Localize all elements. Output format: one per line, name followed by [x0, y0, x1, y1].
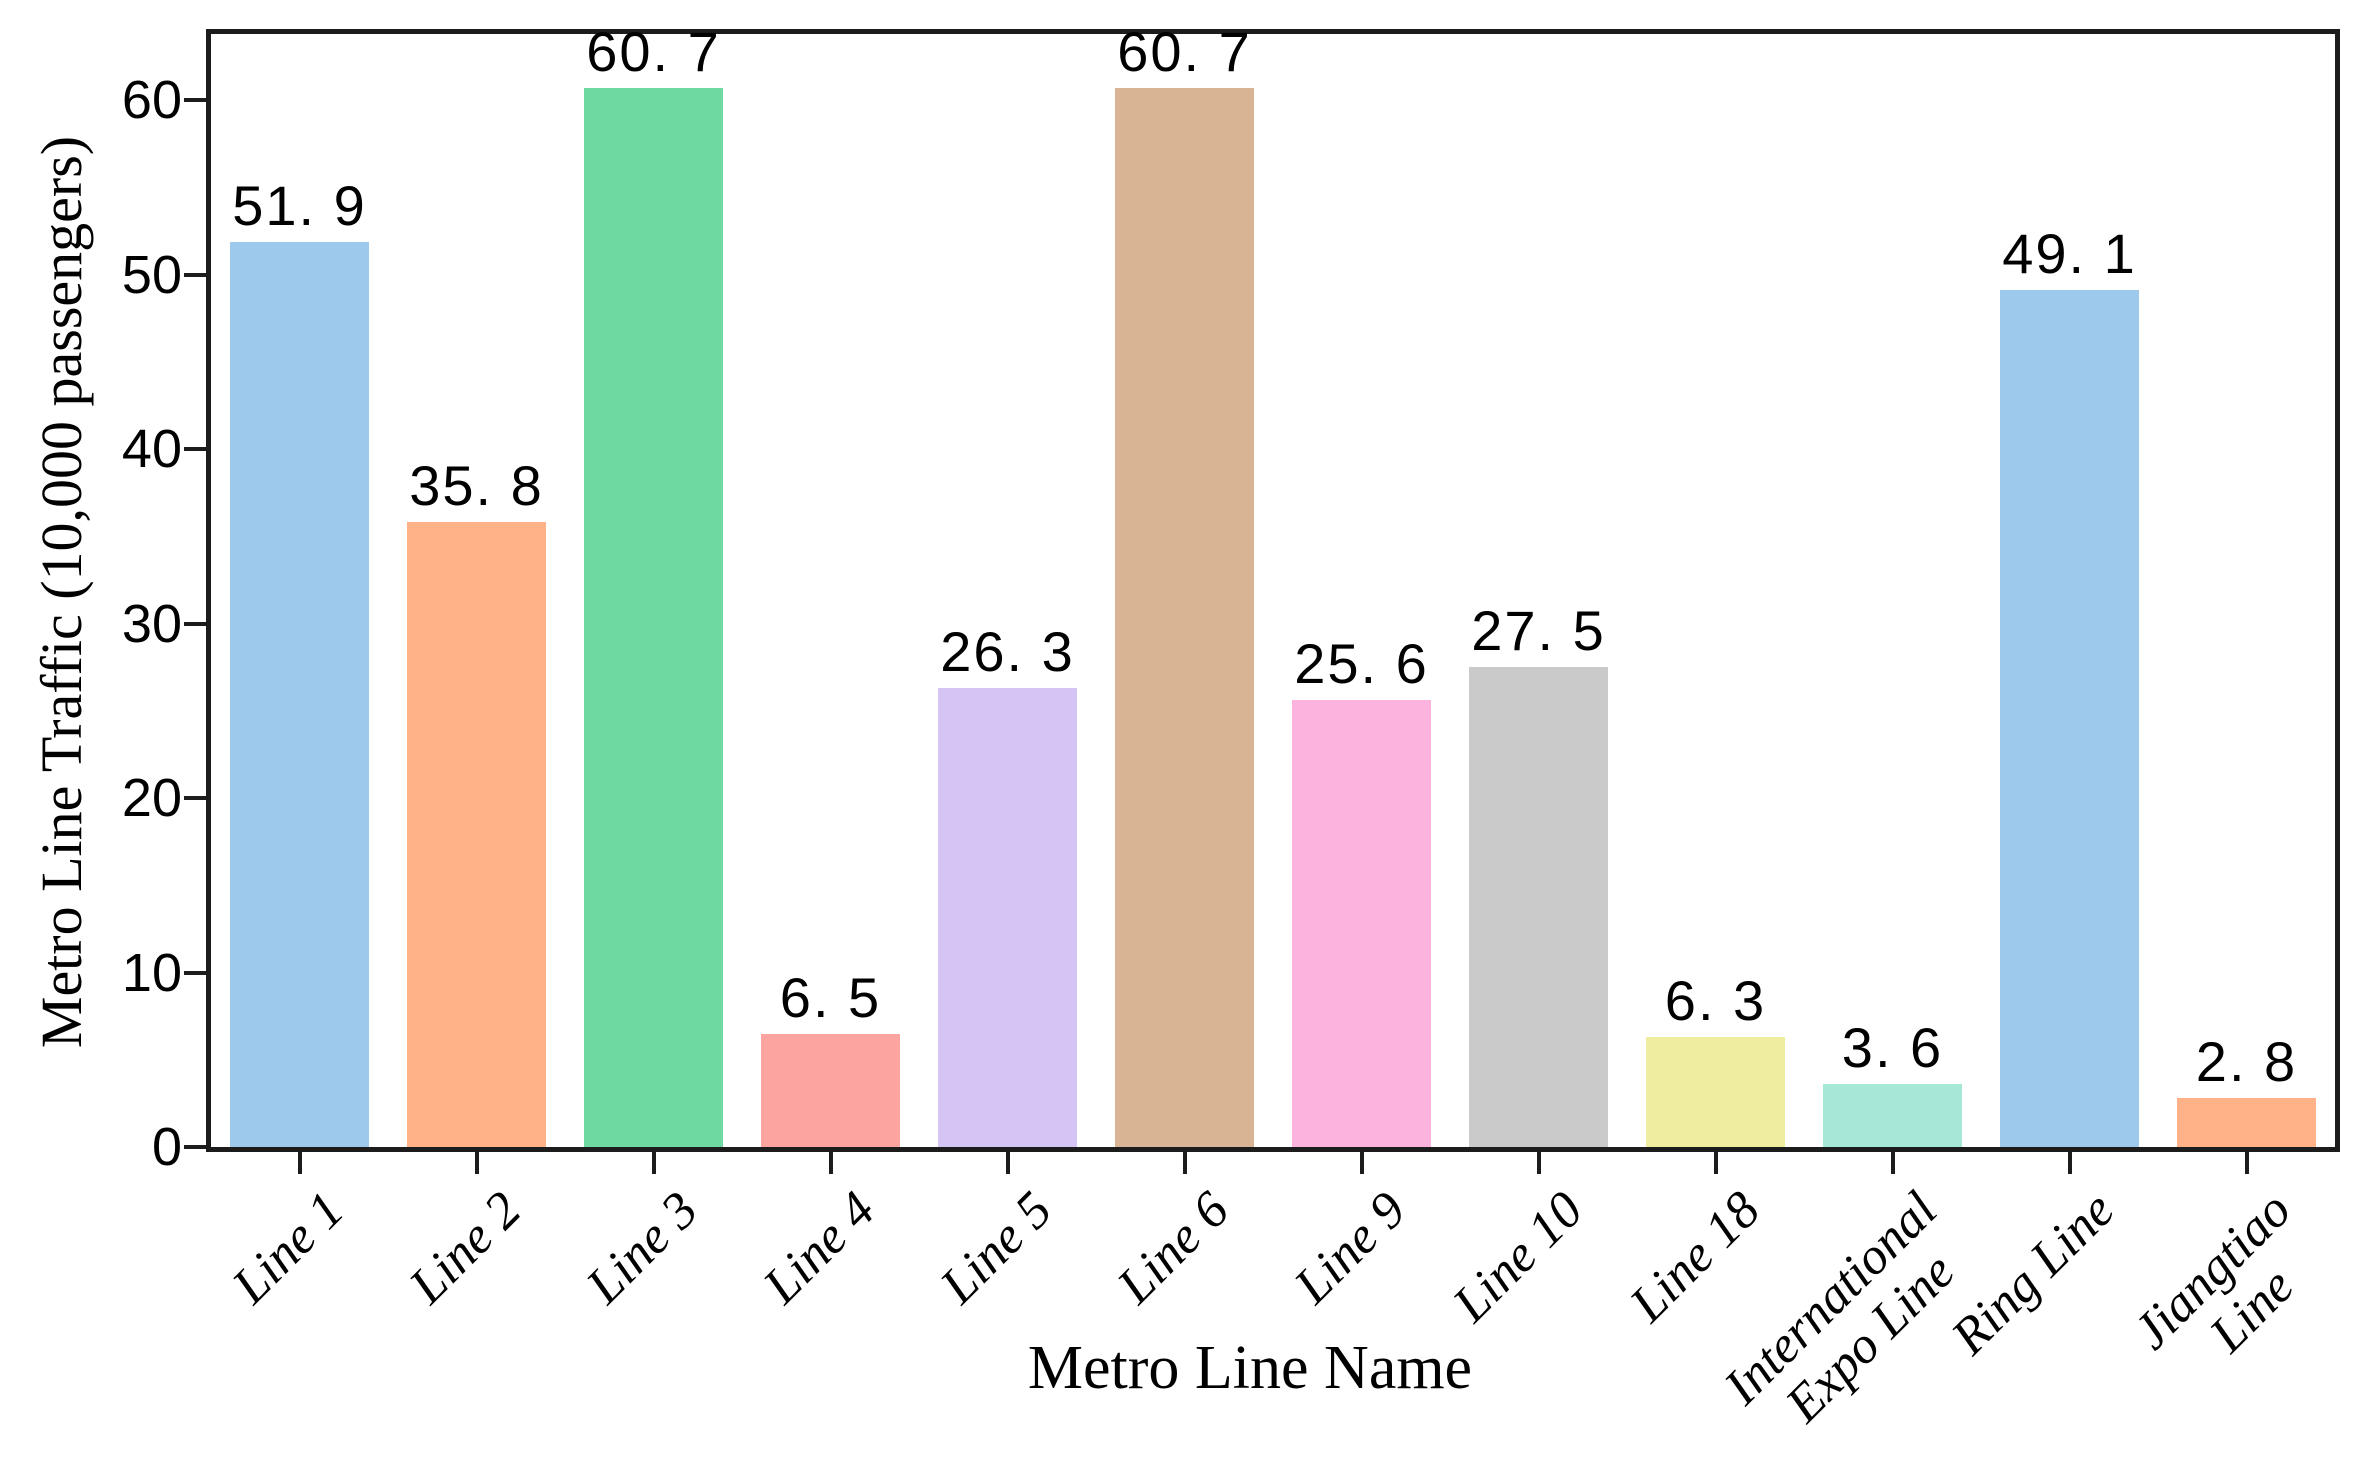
x-tick-label: Line 2: [398, 1181, 533, 1315]
x-tick: [2067, 1152, 2072, 1174]
y-tick-label: 40: [121, 419, 182, 480]
x-tick: [1713, 1152, 1718, 1174]
y-tick-label: 30: [121, 593, 182, 654]
y-tick: [184, 98, 206, 103]
y-tick: [184, 796, 206, 801]
x-tick-label: Line 1: [221, 1181, 356, 1315]
x-tick-label: Line 3: [575, 1181, 710, 1315]
x-tick: [1182, 1152, 1187, 1174]
bar-value-label: 35. 8: [409, 454, 544, 518]
bar-value-label: 25. 6: [1294, 632, 1429, 696]
y-tick-label: 10: [121, 942, 182, 1003]
x-tick-label: Line 4: [752, 1181, 887, 1315]
bar-value-label: 49. 1: [2002, 222, 2137, 286]
x-tick-label: Line 18: [1619, 1181, 1772, 1333]
bar: [583, 88, 724, 1147]
y-tick-label: 20: [121, 768, 182, 829]
bar: [1822, 1084, 1963, 1147]
bar-value-label: 6. 5: [779, 965, 882, 1029]
bar-value-label: 2. 8: [2195, 1030, 2298, 1094]
x-tick-label: Line 6: [1106, 1181, 1241, 1315]
plot-area: 51. 9 35. 8 60. 7 6. 5 26. 3 60. 7 25. 6 27. 5 6…: [206, 20, 2340, 1152]
y-tick: [184, 447, 206, 452]
bar: [1645, 1037, 1786, 1147]
bar: [1468, 667, 1609, 1147]
y-tick: [184, 1145, 206, 1149]
y-tick: [184, 970, 206, 975]
bar-value-label: 26. 3: [940, 620, 1075, 684]
x-tick: [297, 1152, 302, 1174]
x-tick: [1890, 1152, 1895, 1174]
x-tick-label: Jiangtiao Line: [2122, 1181, 2306, 1364]
y-tick: [184, 621, 206, 626]
bar-value-label: 27. 5: [1471, 599, 1606, 663]
x-tick: [1005, 1152, 1010, 1174]
x-tick-label: Line 10: [1442, 1181, 1595, 1333]
x-tick: [474, 1152, 479, 1174]
bar-value-label: 6. 3: [1664, 969, 1767, 1033]
y-axis-title: Metro Line Traffic (10,000 passengers): [29, 135, 95, 1049]
bar: [1291, 700, 1432, 1147]
y-tick-label: 50: [121, 244, 182, 305]
bar: [2176, 1098, 2317, 1147]
bar-value-label: 60. 7: [586, 20, 721, 84]
x-tick: [1536, 1152, 1541, 1174]
bar-value-label: 51. 9: [232, 173, 367, 237]
x-tick: [828, 1152, 833, 1174]
x-tick: [651, 1152, 656, 1174]
bar: [760, 1033, 901, 1147]
x-tick-label: Line 9: [1283, 1181, 1418, 1315]
bar-value-label: 60. 7: [1117, 20, 1252, 84]
bar-value-label: 3. 6: [1841, 1016, 1944, 1080]
y-tick-label: 60: [121, 70, 182, 131]
x-axis-title: Metro Line Name: [1027, 1334, 1473, 1402]
bar: [1114, 88, 1255, 1147]
x-tick: [1359, 1152, 1364, 1174]
bar: [1999, 290, 2140, 1147]
bar: [937, 688, 1078, 1147]
x-tick: [2244, 1152, 2249, 1174]
bar: [229, 241, 370, 1147]
bar: [406, 522, 547, 1147]
y-tick: [184, 272, 206, 277]
x-tick-label: Line 5: [929, 1181, 1064, 1315]
y-tick-label: 0: [151, 1117, 182, 1177]
